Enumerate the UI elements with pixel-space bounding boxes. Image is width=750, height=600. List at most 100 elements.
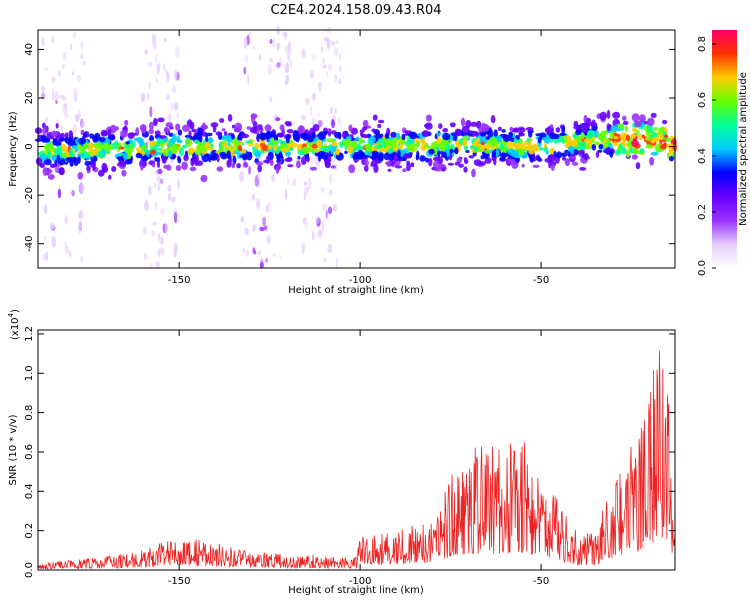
- spectrogram-blob: [149, 135, 154, 142]
- spectrogram-blob: [47, 174, 55, 180]
- spectrogram-blob: [175, 123, 181, 131]
- spectrogram-blob: [629, 147, 635, 154]
- spectrogram-blob: [84, 160, 91, 166]
- spectrogram-blob: [279, 255, 282, 260]
- spectrogram-blob: [654, 126, 658, 132]
- spectrogram-blob: [460, 117, 466, 127]
- spectrogram-blob: [311, 156, 316, 165]
- spectrogram-blob: [307, 135, 314, 143]
- spectrogram-blob: [329, 145, 337, 153]
- spectrogram-blob: [497, 126, 502, 131]
- spectrogram-blob: [567, 151, 571, 157]
- spectrogram-blob: [468, 155, 475, 159]
- spectrogram-blob: [69, 250, 72, 258]
- spectrogram-blob: [379, 147, 387, 153]
- spectrogram-blob: [227, 114, 233, 122]
- spectrogram-blob: [326, 209, 329, 221]
- spectrogram-blob: [107, 135, 115, 140]
- spectrogram-blob: [331, 119, 335, 129]
- spectrogram-blob: [328, 39, 334, 48]
- spectrogram-blob: [454, 128, 461, 137]
- colorbar-tick-label: 0.8: [697, 36, 708, 52]
- spectrogram-blob: [232, 155, 237, 165]
- spectrogram-blob: [191, 128, 198, 133]
- spectrogram-blob: [303, 185, 309, 195]
- spectrogram-blob: [542, 137, 547, 141]
- spectrogram-blob: [377, 119, 385, 124]
- spectrogram-blob: [589, 121, 598, 127]
- spectrogram-blob: [154, 130, 161, 136]
- spectrogram-blob: [465, 120, 472, 128]
- spectrogram-blob: [156, 175, 161, 182]
- spectrogram-blob: [52, 137, 58, 146]
- snr-xtick-label: -50: [533, 576, 549, 587]
- spectrogram-blob: [455, 144, 463, 148]
- spectrogram-blob: [246, 126, 251, 130]
- spectrogram-blob: [92, 164, 96, 171]
- spectrogram-blob: [609, 131, 614, 140]
- spectrogram-blob: [187, 147, 195, 154]
- spectrogram-blob: [641, 122, 645, 127]
- snr-xtick-label: -100: [349, 576, 372, 587]
- spectrogram-blob: [157, 168, 163, 175]
- spectrogram-blob: [532, 164, 540, 168]
- spectrogram-blob: [147, 61, 153, 68]
- spectrogram-blob: [45, 169, 53, 174]
- spectrogram-blob: [281, 148, 290, 153]
- spectrogram-blob: [215, 131, 223, 136]
- spectrogram-blob: [116, 156, 123, 160]
- spectrogram-blob: [34, 127, 43, 134]
- spectrogram-blob: [473, 146, 478, 153]
- spectrogram-blob: [237, 145, 243, 152]
- spectrogram-blob: [170, 101, 174, 112]
- spectrogram-blob: [452, 134, 458, 141]
- spectrogram-blob: [553, 150, 557, 158]
- spectrogram-blob: [327, 243, 333, 254]
- spectrogram-blob: [442, 132, 451, 141]
- spectrogram-blob: [314, 147, 318, 152]
- spectrogram-blob: [307, 177, 312, 190]
- spectrogram-blob: [581, 122, 590, 129]
- spectrogram-blob: [449, 148, 454, 154]
- spectrogram-blob: [595, 150, 600, 159]
- spectrogram-blob: [555, 127, 561, 133]
- spectrogram-frame: [37, 29, 676, 269]
- spectrogram-blob: [664, 134, 669, 139]
- spectrogram-blob: [528, 147, 535, 155]
- spectrogram-blob: [622, 115, 627, 121]
- spectrogram-blob: [219, 151, 227, 157]
- spectrogram-blob: [630, 134, 637, 138]
- spectrogram-blob: [304, 97, 310, 106]
- spectrogram-blob: [362, 119, 369, 128]
- spectrogram-blob: [606, 123, 611, 132]
- spectrogram-blob: [82, 60, 87, 66]
- spectrogram-blob: [257, 250, 261, 256]
- spectrogram-blob: [118, 160, 126, 167]
- spectrogram-blob: [64, 245, 69, 255]
- spectrogram-blob: [261, 144, 269, 151]
- spectrogram-blob: [514, 143, 519, 149]
- spectrogram-blob: [80, 40, 84, 50]
- spectrogram-blob: [136, 147, 140, 151]
- spectrogram-blob: [323, 258, 327, 263]
- spectrogram-ytick-label: 20: [24, 92, 35, 105]
- snr-xtick-label: -150: [168, 576, 191, 587]
- spectrogram-blob: [321, 56, 325, 65]
- spectrogram-blob: [69, 148, 73, 157]
- spectrogram-blob: [164, 223, 168, 235]
- spectrogram-blob: [127, 132, 135, 140]
- spectrogram-blob: [157, 147, 163, 151]
- figure-title: C2E4.2024.158.09.43.R04: [270, 3, 441, 18]
- spectrogram-blob: [335, 39, 339, 45]
- spectrogram-blob: [348, 164, 356, 174]
- spectrogram-blob: [269, 57, 273, 63]
- spectrogram-blob: [348, 145, 354, 155]
- spectrogram-blob: [45, 116, 49, 123]
- spectrogram-blob: [159, 178, 164, 184]
- spectrogram-blob: [166, 72, 170, 84]
- spectrogram-blob: [41, 85, 46, 92]
- spectrogram-xtick-label: -100: [349, 275, 372, 286]
- spectrogram-blob: [309, 105, 313, 117]
- spectrogram-blob: [320, 186, 325, 193]
- spectrogram-blob: [402, 168, 407, 172]
